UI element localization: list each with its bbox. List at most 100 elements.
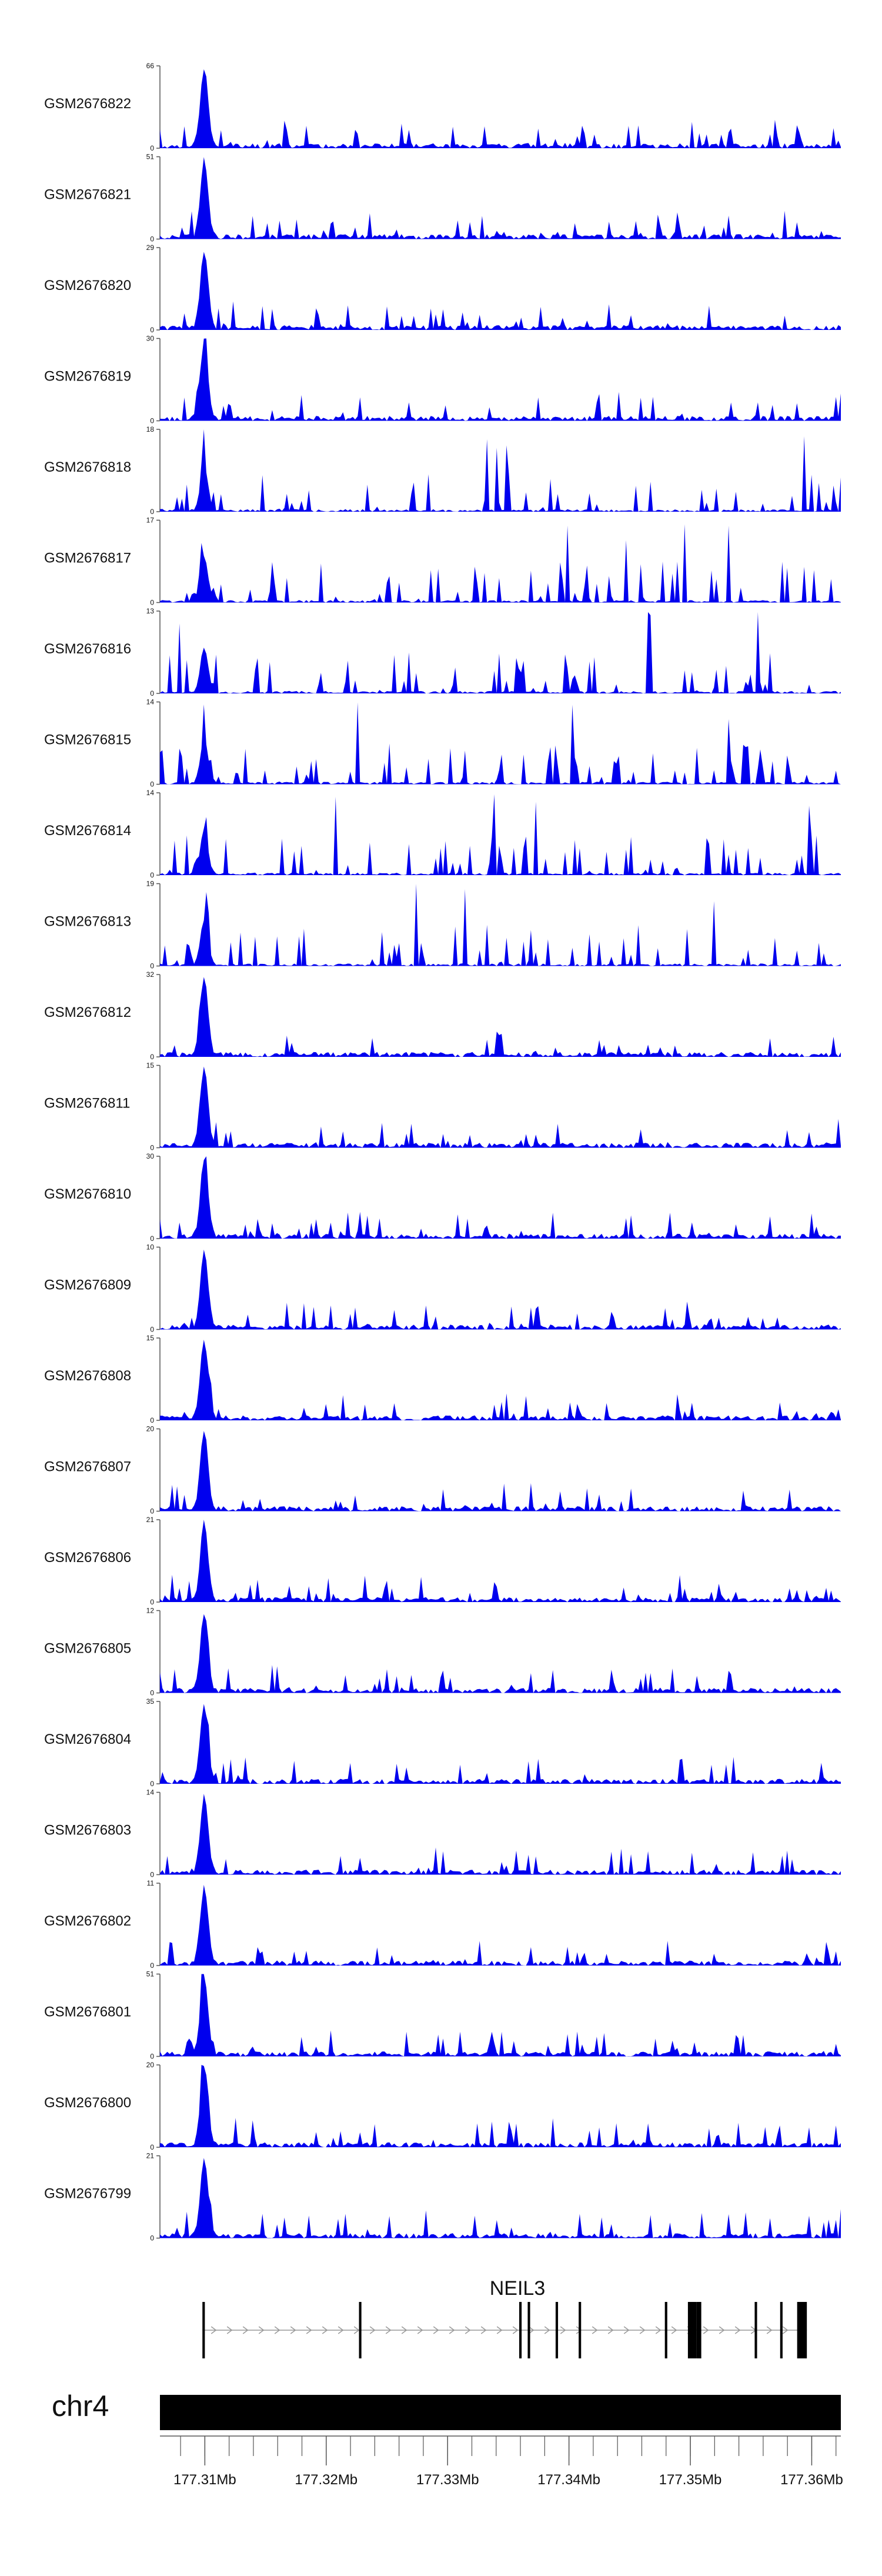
track-zero-label: 0 — [150, 1689, 154, 1697]
track-label: GSM2676803 — [44, 1823, 131, 1838]
strand-arrow — [496, 2326, 503, 2334]
strand-arrow — [290, 2326, 296, 2334]
signal-area — [160, 1884, 841, 1966]
signal-area — [160, 1704, 841, 1784]
signal-area — [160, 157, 841, 239]
gene-exon — [527, 2302, 530, 2358]
strand-arrow — [734, 2326, 741, 2334]
strand-arrow — [449, 2326, 455, 2334]
strand-arrow — [766, 2326, 773, 2334]
track-GSM2676803: GSM2676803 14 0 — [44, 1788, 841, 1879]
track-zero-label: 0 — [150, 508, 154, 516]
gene-exon — [202, 2302, 205, 2358]
track-GSM2676810: GSM2676810 30 0 — [44, 1152, 841, 1243]
track-zero-label: 0 — [150, 689, 154, 698]
signal-area — [160, 252, 841, 330]
strand-arrow — [417, 2326, 423, 2334]
track-zero-label: 0 — [150, 144, 154, 152]
signal-area — [160, 69, 841, 148]
track-GSM2676802: GSM2676802 11 0 — [44, 1879, 841, 1970]
track-label: GSM2676812 — [44, 1005, 131, 1020]
track-max-label: 32 — [146, 970, 155, 979]
strand-arrow — [306, 2326, 312, 2334]
strand-arrow — [671, 2326, 677, 2334]
signal-area — [160, 702, 841, 785]
track-max-label: 30 — [146, 335, 155, 343]
gene-name-label: NEIL3 — [490, 2277, 546, 2300]
track-zero-label: 0 — [150, 1780, 154, 1788]
track-label: GSM2676810 — [44, 1186, 131, 1202]
signal-area — [160, 1249, 841, 1330]
track-label: GSM2676814 — [44, 823, 131, 839]
signal-area — [160, 1431, 841, 1511]
axis-tick-label: 177.32Mb — [295, 2472, 358, 2488]
gene-exon — [579, 2302, 582, 2358]
track-max-label: 21 — [146, 2152, 155, 2160]
strand-arrow — [353, 2326, 360, 2334]
track-zero-label: 0 — [150, 326, 154, 334]
strand-arrow — [226, 2326, 233, 2334]
strand-arrow — [512, 2326, 519, 2334]
track-label: GSM2676819 — [44, 369, 131, 385]
signal-area — [160, 1794, 841, 1875]
track-max-label: 14 — [146, 789, 155, 797]
track-label: GSM2676817 — [44, 550, 131, 566]
track-zero-label: 0 — [150, 599, 154, 607]
strand-arrow — [544, 2326, 550, 2334]
strand-arrow — [369, 2326, 376, 2334]
gene-exon — [780, 2302, 783, 2358]
strand-arrow — [211, 2326, 217, 2334]
gene-exon — [664, 2302, 667, 2358]
track-zero-label: 0 — [150, 417, 154, 425]
track-zero-label: 0 — [150, 871, 154, 879]
track-label: GSM2676799 — [44, 2186, 131, 2202]
track-max-label: 18 — [146, 425, 155, 433]
strand-arrow — [607, 2326, 614, 2334]
track-label: GSM2676805 — [44, 1641, 131, 1657]
track-max-label: 15 — [146, 1062, 155, 1070]
track-max-label: 14 — [146, 698, 155, 706]
signal-area — [160, 1520, 841, 1602]
track-label: GSM2676811 — [44, 1096, 130, 1112]
track-label: GSM2676815 — [44, 732, 131, 748]
strand-arrow — [401, 2326, 407, 2334]
track-max-label: 35 — [146, 1697, 155, 1706]
track-GSM2676819: GSM2676819 30 0 — [44, 335, 841, 425]
strand-arrow — [242, 2326, 249, 2334]
signal-area — [160, 338, 841, 421]
track-GSM2676809: GSM2676809 10 0 — [44, 1243, 841, 1334]
track-zero-label: 0 — [150, 1144, 154, 1152]
track-max-label: 10 — [146, 1243, 155, 1252]
gene-exon — [519, 2302, 522, 2358]
track-label: GSM2676821 — [44, 187, 131, 203]
track-max-label: 13 — [146, 607, 155, 615]
track-label: GSM2676802 — [44, 1913, 131, 1929]
track-max-label: 17 — [146, 516, 155, 525]
track-max-label: 29 — [146, 243, 155, 252]
strand-arrow — [560, 2326, 566, 2334]
axis-tick-label: 177.31Mb — [173, 2472, 236, 2488]
track-max-label: 14 — [146, 1788, 155, 1797]
track-GSM2676801: GSM2676801 51 0 — [44, 1970, 841, 2061]
genome-axis: 177.31Mb 177.32Mb 177.33Mb 177.34Mb 177.35Mb… — [160, 2435, 843, 2488]
strand-arrow — [465, 2326, 471, 2334]
track-max-label: 51 — [146, 153, 155, 161]
track-GSM2676811: GSM2676811 15 0 — [44, 1062, 841, 1152]
strand-arrow — [782, 2326, 789, 2334]
track-max-label: 12 — [146, 1607, 155, 1615]
strand-arrow — [528, 2326, 534, 2334]
track-GSM2676818: GSM2676818 18 0 — [44, 425, 841, 516]
signal-area — [160, 794, 841, 875]
signal-area — [160, 1614, 841, 1693]
track-max-label: 20 — [146, 2061, 155, 2069]
strand-arrow — [639, 2326, 646, 2334]
track-zero-label: 0 — [150, 1598, 154, 1606]
track-GSM2676815: GSM2676815 14 0 — [44, 698, 841, 789]
signal-area — [160, 612, 841, 693]
strand-arrow — [655, 2326, 662, 2334]
signal-area — [160, 1339, 841, 1420]
track-zero-label: 0 — [150, 1961, 154, 1970]
track-label: GSM2676822 — [44, 96, 131, 112]
strand-arrow — [433, 2326, 439, 2334]
track-zero-label: 0 — [150, 1416, 154, 1424]
